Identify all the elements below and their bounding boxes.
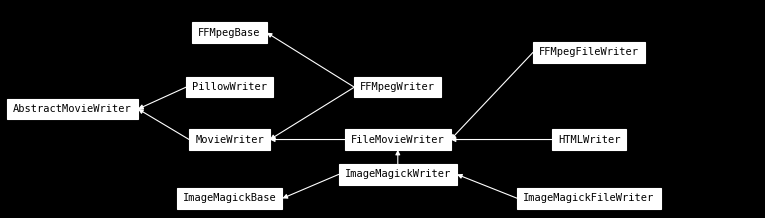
FancyBboxPatch shape <box>552 129 627 150</box>
Text: AbstractMovieWriter: AbstractMovieWriter <box>13 104 132 114</box>
FancyBboxPatch shape <box>186 77 273 97</box>
Text: MovieWriter: MovieWriter <box>195 135 264 145</box>
Text: FFMpegBase: FFMpegBase <box>198 28 261 38</box>
Text: ImageMagickBase: ImageMagickBase <box>183 193 276 203</box>
FancyBboxPatch shape <box>339 164 457 185</box>
Text: ImageMagickFileWriter: ImageMagickFileWriter <box>523 193 655 203</box>
FancyBboxPatch shape <box>8 99 138 119</box>
FancyBboxPatch shape <box>192 22 267 43</box>
Text: FFMpegFileWriter: FFMpegFileWriter <box>539 47 639 57</box>
FancyBboxPatch shape <box>517 188 661 209</box>
Text: FileMovieWriter: FileMovieWriter <box>351 135 444 145</box>
Text: HTMLWriter: HTMLWriter <box>558 135 620 145</box>
FancyBboxPatch shape <box>189 129 270 150</box>
Text: PillowWriter: PillowWriter <box>192 82 267 92</box>
FancyBboxPatch shape <box>354 77 441 97</box>
FancyBboxPatch shape <box>533 42 645 63</box>
Text: FFMpegWriter: FFMpegWriter <box>360 82 435 92</box>
Text: ImageMagickWriter: ImageMagickWriter <box>345 169 451 179</box>
FancyBboxPatch shape <box>345 129 451 150</box>
FancyBboxPatch shape <box>177 188 282 209</box>
